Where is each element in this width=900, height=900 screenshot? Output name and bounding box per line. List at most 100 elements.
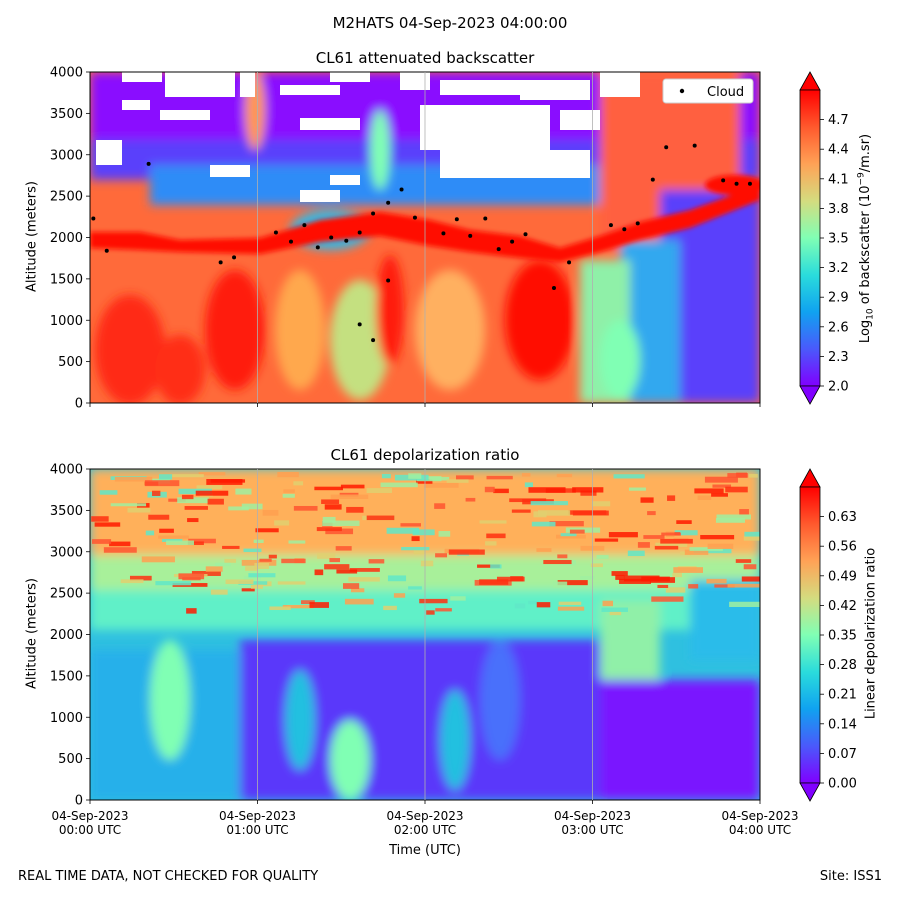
quality-disclaimer: REAL TIME DATA, NOT CHECKED FOR QUALITY <box>18 869 319 884</box>
colorbar-tick-label: 2.6 <box>828 320 849 335</box>
cloud-points <box>91 143 752 343</box>
cloud-point <box>441 231 446 236</box>
y-tick-label: 3500 <box>50 504 83 519</box>
cloud-point <box>734 181 739 186</box>
colorbar-tick-label: 3.8 <box>828 202 849 217</box>
y-tick-label: 3000 <box>50 148 83 163</box>
colorbar-tick-label: 2.9 <box>828 291 849 306</box>
colorbar-tick-label: 3.5 <box>828 232 849 247</box>
colorbar-tick-label: 0.14 <box>828 717 857 732</box>
cloud-point <box>91 216 96 221</box>
legend-box <box>662 78 754 104</box>
colorbar-tick-label: 0.49 <box>828 569 857 584</box>
x-tick-label-date: 04-Sep-2023 <box>386 809 463 823</box>
x-tick-label-time: 01:00 UTC <box>226 823 288 837</box>
y-tick-label: 0 <box>75 794 83 809</box>
cloud-point <box>218 260 223 265</box>
y-tick-label: 3000 <box>50 545 83 560</box>
cloud-point <box>232 255 237 260</box>
legend: Cloud <box>662 78 754 104</box>
depolarization-field <box>90 469 760 800</box>
cloud-point <box>357 322 362 327</box>
backscatter-field <box>90 72 760 403</box>
depolarization-gridlines <box>257 469 593 800</box>
y-tick-label: 1000 <box>50 711 83 726</box>
depolarization-colorbar: 0.00 0.07 0.14 0.21 0.28 0.35 0.42 0.49 0.56 0.63 <box>799 468 857 802</box>
y-tick-label: 1500 <box>50 669 83 684</box>
depolarization-panel-title: CL61 depolarization ratio <box>330 446 520 464</box>
cloud-point <box>567 260 572 265</box>
cloud-point <box>371 211 376 216</box>
legend-cloud-label: Cloud <box>707 85 744 100</box>
cloud-point <box>747 181 752 186</box>
x-tick-label-time: 04:00 UTC <box>729 823 791 837</box>
cloud-point <box>371 338 376 343</box>
cloud-point <box>386 278 391 283</box>
colorbar-tick-label: 0.07 <box>828 747 857 762</box>
y-tick-label: 500 <box>58 355 83 370</box>
cloud-point <box>315 245 320 250</box>
figure-title: M2HATS 04-Sep-2023 04:00:00 <box>332 14 568 32</box>
cloud-point <box>664 145 669 150</box>
site-label: Site: ISS1 <box>819 869 882 884</box>
colorbar-tick-label: 4.1 <box>828 172 849 187</box>
cloud-point <box>523 232 528 237</box>
x-tick-label-date: 04-Sep-2023 <box>721 809 798 823</box>
y-tick-label: 4000 <box>50 66 83 81</box>
x-tick-label-date: 04-Sep-2023 <box>51 809 128 823</box>
cloud-point <box>468 233 473 238</box>
x-axis-label: Time (UTC) <box>389 843 461 858</box>
x-tick-label-date: 04-Sep-2023 <box>219 809 296 823</box>
cloud-point <box>483 216 488 221</box>
y-tick-label: 1000 <box>50 314 83 329</box>
y-tick-label: 500 <box>58 752 83 767</box>
x-tick-label-time: 02:00 UTC <box>394 823 456 837</box>
cloud-point <box>399 187 404 192</box>
cloud-point <box>146 161 151 166</box>
cloud-point <box>721 178 726 183</box>
colorbar-tick-label: 0.63 <box>828 510 857 525</box>
y-tick-label: 2000 <box>50 231 83 246</box>
cloud-point <box>635 221 640 226</box>
backscatter-axes: 0 500 1000 1500 2000 2500 3000 3500 4000 <box>50 66 761 412</box>
backscatter-colorbar: 2.0 2.3 2.6 2.9 3.2 3.5 3.8 4.1 4.4 4.7 <box>799 71 849 405</box>
y-tick-label: 4000 <box>50 463 83 478</box>
colorbar-tick-label: 0.28 <box>828 658 857 673</box>
colorbar-tick-label: 0.21 <box>828 688 857 703</box>
cloud-point <box>289 239 293 244</box>
y-tick-label: 3500 <box>50 107 83 122</box>
y-tick-label: 1500 <box>50 272 83 287</box>
colorbar-tick-label: 0.00 <box>828 777 857 792</box>
cloud-point <box>551 285 556 290</box>
cloud-point <box>273 230 278 235</box>
cloud-point <box>412 215 417 220</box>
cloud-point <box>344 238 349 243</box>
y-tick-label: 2500 <box>50 190 83 205</box>
cloud-point <box>622 227 627 232</box>
backscatter-panel-title: CL61 attenuated backscatter <box>315 49 535 67</box>
x-tick-label-time: 03:00 UTC <box>561 823 623 837</box>
colorbar-tick-label: 3.2 <box>828 261 849 276</box>
colorbar-tick-label: 4.7 <box>828 113 849 128</box>
colorbar-tick-label: 2.3 <box>828 350 849 365</box>
legend-cloud-marker <box>679 88 685 94</box>
backscatter-gridlines <box>257 72 593 403</box>
y-tick-label: 0 <box>75 397 83 412</box>
colorbar-tick-label: 0.42 <box>828 599 857 614</box>
cloud-point <box>104 248 109 253</box>
cloud-point <box>496 247 501 252</box>
x-tick-label-time: 00:00 UTC <box>59 823 121 837</box>
cloud-point <box>386 200 391 205</box>
cloud-point <box>692 143 697 148</box>
colorbar-tick-label: 4.4 <box>828 143 849 158</box>
cloud-point <box>302 223 307 228</box>
cloud-point <box>329 235 334 240</box>
cloud-point <box>650 177 655 182</box>
cloud-point <box>510 239 515 244</box>
y-tick-label: 2000 <box>50 628 83 643</box>
x-tick-label-date: 04-Sep-2023 <box>554 809 631 823</box>
colorbar-tick-label: 2.0 <box>828 380 849 395</box>
cloud-point <box>608 223 613 228</box>
